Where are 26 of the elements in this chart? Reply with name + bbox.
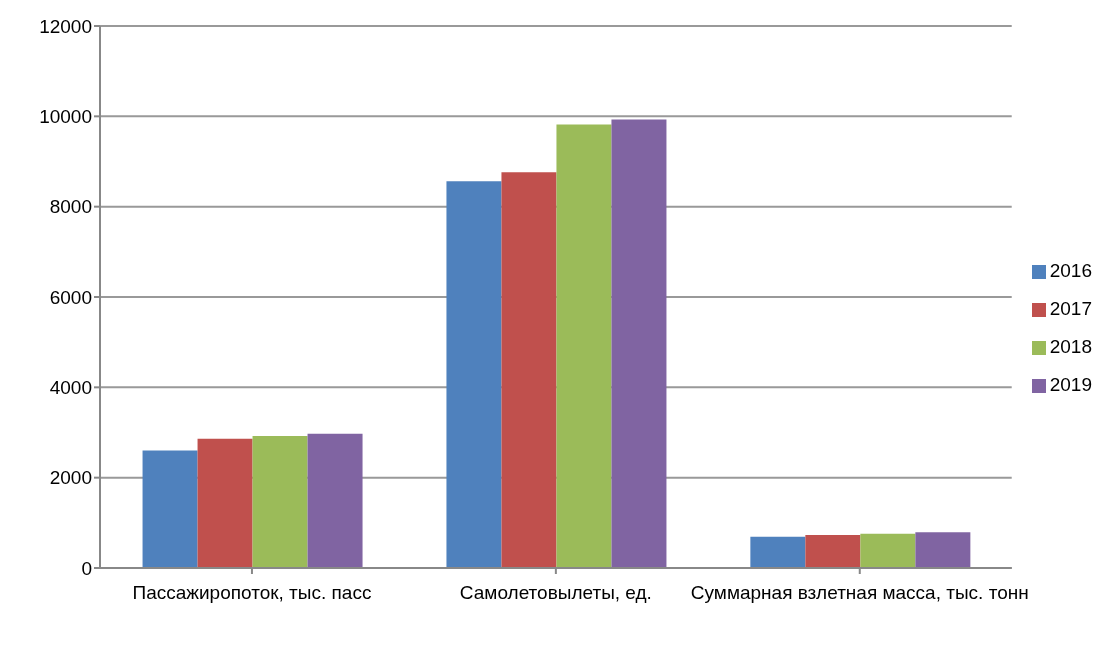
bar (556, 124, 612, 568)
y-tick-label: 6000 (49, 286, 92, 308)
y-tick-label: 4000 (49, 377, 92, 399)
bar (860, 533, 916, 568)
bar (805, 535, 861, 568)
bar (142, 450, 198, 568)
x-tick-label: Суммарная взлетная масса, тыс. тонн (690, 582, 1029, 604)
y-tick-label: 2000 (49, 467, 92, 489)
bar (750, 536, 806, 568)
bar (307, 433, 363, 568)
bar (915, 532, 971, 568)
y-tick-label: 12000 (39, 15, 92, 37)
bar (197, 438, 253, 568)
x-tick-label: Пассажиропоток, тыс. пасс (132, 582, 372, 604)
legend-label: 2019 (1049, 374, 1092, 395)
legend-label: 2016 (1049, 260, 1092, 281)
bar (446, 181, 502, 568)
bar (611, 119, 667, 568)
bar (501, 172, 557, 568)
y-tick-label: 10000 (39, 106, 92, 128)
legend-label: 2017 (1049, 298, 1092, 319)
y-tick-label: 8000 (49, 196, 92, 218)
y-tick-label: 0 (81, 557, 92, 579)
legend-label: 2018 (1049, 336, 1092, 357)
x-tick-label: Самолетовылеты, ед. (459, 582, 652, 604)
bar (252, 436, 308, 568)
